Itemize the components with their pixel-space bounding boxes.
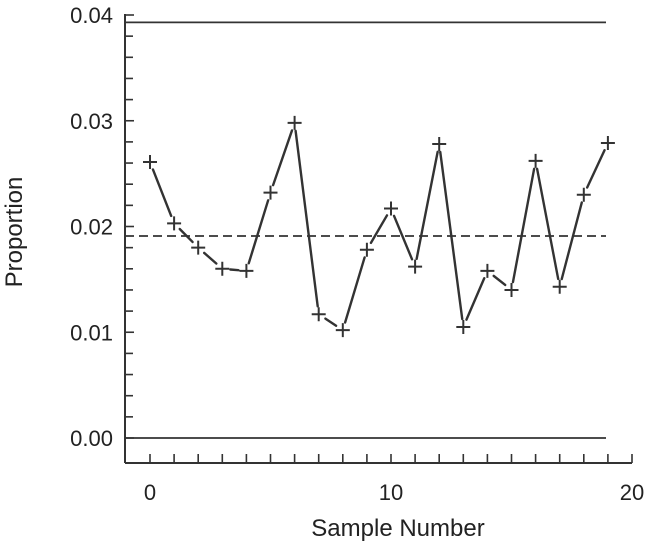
series-segment bbox=[585, 149, 606, 189]
series-segment bbox=[465, 277, 486, 321]
data-point-marker bbox=[528, 153, 543, 168]
y-tick-label: 0.00 bbox=[70, 426, 113, 451]
x-ticks: 0 10 20 bbox=[144, 454, 644, 505]
data-point-marker bbox=[552, 279, 567, 294]
data-point-marker bbox=[239, 263, 254, 278]
data-point-marker bbox=[600, 135, 615, 150]
reference-lines bbox=[125, 21, 606, 439]
data-point-marker bbox=[287, 115, 302, 130]
y-tick-label: 0.01 bbox=[70, 320, 113, 345]
series-segment bbox=[151, 168, 173, 218]
x-tick-label: 10 bbox=[379, 480, 403, 505]
x-tick-label: 0 bbox=[144, 480, 156, 505]
data-point-marker bbox=[480, 263, 495, 278]
series-segment bbox=[369, 214, 389, 245]
series-segment bbox=[178, 227, 194, 244]
y-tick-label: 0.03 bbox=[70, 109, 113, 134]
series-segment bbox=[343, 256, 366, 324]
series-segment bbox=[439, 150, 464, 321]
series-segment bbox=[229, 268, 240, 272]
data-point-marker bbox=[432, 137, 447, 152]
data-series bbox=[143, 115, 615, 338]
series-segment bbox=[560, 201, 583, 281]
data-point-marker bbox=[335, 323, 350, 338]
data-point-marker bbox=[359, 242, 374, 257]
series-segment bbox=[247, 199, 270, 265]
series-segment bbox=[492, 274, 507, 287]
data-point-marker bbox=[143, 154, 157, 169]
data-point-marker bbox=[504, 282, 519, 297]
series-segment bbox=[511, 167, 536, 284]
data-point-marker bbox=[167, 216, 182, 231]
data-point-marker bbox=[456, 319, 471, 334]
series-segment bbox=[415, 150, 439, 261]
data-point-marker bbox=[576, 187, 591, 202]
data-point-marker bbox=[215, 261, 230, 276]
y-axis-label: Proportion bbox=[1, 177, 28, 288]
series-segment bbox=[294, 129, 319, 308]
data-point-marker bbox=[311, 307, 326, 322]
series-segment bbox=[203, 251, 218, 265]
data-point-marker bbox=[191, 240, 206, 255]
series-segment bbox=[324, 317, 338, 327]
y-tick-label: 0.04 bbox=[70, 3, 113, 28]
y-ticks: 0.00 0.01 0.02 0.03 0.04 bbox=[70, 3, 134, 451]
y-tick-label: 0.02 bbox=[70, 215, 113, 240]
data-point-marker bbox=[384, 201, 398, 216]
data-point-marker bbox=[263, 185, 278, 200]
axes bbox=[124, 14, 632, 464]
data-point-marker bbox=[408, 259, 423, 274]
x-tick-label: 20 bbox=[620, 480, 644, 505]
series-segment bbox=[535, 167, 560, 281]
series-segment bbox=[271, 129, 294, 187]
x-axis-label: Sample Number bbox=[311, 515, 484, 542]
series-segment bbox=[392, 214, 414, 261]
